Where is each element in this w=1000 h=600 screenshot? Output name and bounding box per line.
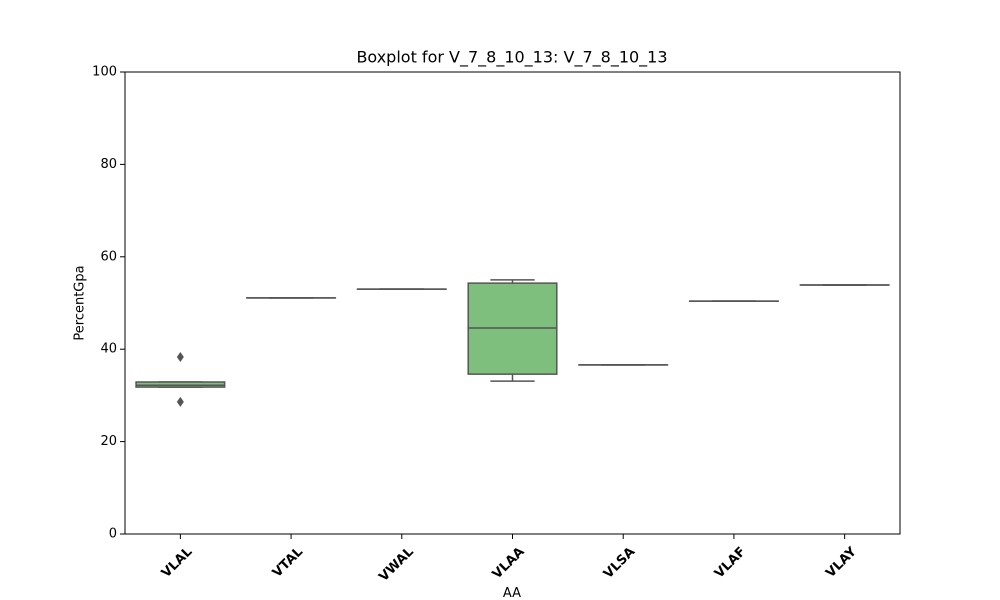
y-tick-label: 100: [92, 65, 117, 80]
chart-title: Boxplot for V_7_8_10_13: V_7_8_10_13: [356, 48, 667, 68]
y-axis-label: PercentGpa: [73, 265, 88, 340]
x-tick-label: VLAY: [823, 544, 860, 581]
y-tick-label: 40: [100, 342, 117, 357]
y-tick-label: 80: [100, 157, 117, 172]
x-tick-label: VTAL: [270, 544, 306, 580]
outlier: [176, 352, 184, 363]
y-tick-label: 60: [100, 249, 117, 264]
outlier: [176, 396, 184, 407]
y-tick-label: 0: [109, 527, 117, 542]
x-tick-label: VWAL: [376, 544, 416, 584]
x-tick-label: VLSA: [601, 544, 638, 581]
x-tick-label: VLAF: [712, 544, 749, 581]
x-axis-label: AA: [503, 586, 521, 600]
x-tick-label: VLAL: [159, 544, 196, 581]
y-tick-label: 20: [100, 434, 117, 449]
x-tick-label: VLAA: [490, 544, 528, 582]
